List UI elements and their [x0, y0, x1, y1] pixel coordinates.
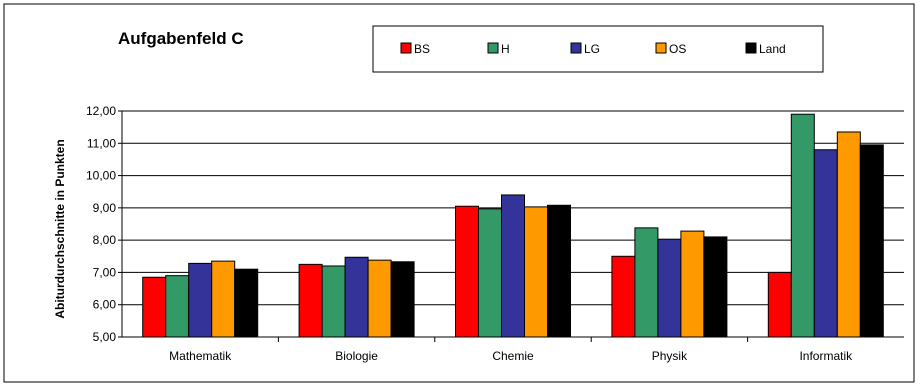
legend-label-land: Land — [759, 42, 786, 56]
bar-lg-mathematik — [188, 262, 213, 338]
chart-title: Aufgabenfeld C — [118, 29, 244, 48]
bar-bs-informatik — [767, 271, 792, 338]
bar-os-biologie — [367, 259, 392, 338]
bar-bs-biologie — [298, 263, 323, 338]
bar-land-mathematik — [234, 268, 259, 338]
bar-h-chemie — [478, 208, 502, 338]
bar-lg-biologie — [344, 256, 369, 338]
legend-swatch-lg — [570, 42, 582, 54]
bar-os-informatik — [836, 131, 861, 338]
bar-os-physik — [680, 230, 705, 338]
legend-label-h: H — [501, 42, 510, 56]
legend-swatch-bs — [400, 42, 412, 54]
bar-bs-physik — [611, 255, 636, 338]
y-tick-label: 9,00 — [93, 201, 117, 215]
y-tick-label: 10,00 — [86, 169, 116, 183]
bar-os-mathematik — [211, 260, 236, 338]
y-tick-label: 6,00 — [93, 298, 117, 312]
bar-land-physik — [703, 236, 728, 338]
legend-swatch-os — [655, 42, 667, 54]
x-tick-label: Chemie — [492, 349, 534, 363]
legend-label-os: OS — [669, 42, 686, 56]
bar-h-informatik — [790, 113, 815, 338]
x-tick-label: Biologie — [335, 349, 378, 363]
y-tick-label: 11,00 — [87, 136, 116, 150]
y-tick-label: 5,00 — [93, 330, 117, 344]
bar-bs-mathematik — [142, 276, 167, 338]
bar-lg-chemie — [501, 194, 525, 338]
y-tick-label: 7,00 — [93, 265, 117, 279]
bar-h-mathematik — [165, 275, 190, 338]
x-tick-label: Physik — [652, 349, 688, 363]
bar-h-biologie — [321, 265, 346, 338]
y-tick-label: 12,00 — [86, 104, 116, 118]
legend-swatch-h — [487, 42, 499, 54]
bar-land-biologie — [390, 261, 415, 338]
bar-lg-physik — [657, 238, 682, 338]
bar-lg-informatik — [813, 149, 838, 338]
bar-os-chemie — [524, 206, 548, 338]
x-tick-label: Informatik — [799, 349, 853, 363]
x-tick-label: Mathematik — [169, 349, 232, 363]
legend-label-bs: BS — [414, 42, 430, 56]
y-tick-label: 8,00 — [93, 233, 117, 247]
legend-swatch-land — [745, 42, 757, 54]
bar-land-informatik — [859, 144, 884, 338]
bar-bs-chemie — [455, 205, 479, 338]
legend: BS H LG OS Land — [372, 25, 824, 73]
legend-label-lg: LG — [584, 42, 600, 56]
y-axis-label: Abiturdurchschnitte in Punkten — [53, 139, 67, 318]
plot-area: 5,00 6,00 7,00 8,00 9,00 10,00 11,00 12,00 Mathe… — [86, 104, 904, 363]
bar-land-chemie — [547, 204, 571, 338]
bar-h-physik — [634, 227, 659, 338]
